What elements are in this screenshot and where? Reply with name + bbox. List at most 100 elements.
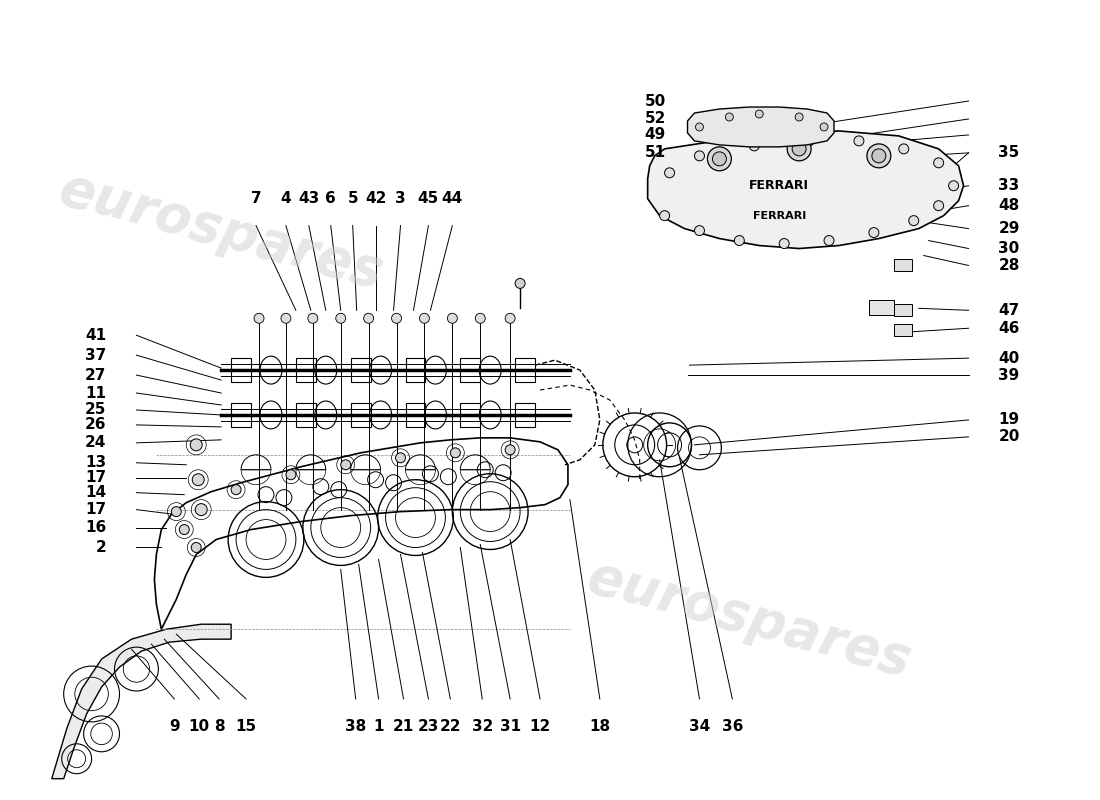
Circle shape xyxy=(821,123,828,131)
Circle shape xyxy=(191,542,201,553)
Polygon shape xyxy=(688,107,834,147)
Circle shape xyxy=(254,314,264,323)
Text: 2: 2 xyxy=(96,540,107,555)
Circle shape xyxy=(788,137,811,161)
Circle shape xyxy=(934,158,944,168)
Text: 37: 37 xyxy=(86,348,107,362)
Circle shape xyxy=(336,314,345,323)
Text: 7: 7 xyxy=(251,190,262,206)
Circle shape xyxy=(195,504,207,515)
Text: 42: 42 xyxy=(365,190,386,206)
Text: 24: 24 xyxy=(85,435,107,450)
Text: 48: 48 xyxy=(999,198,1020,213)
Text: 52: 52 xyxy=(645,111,665,126)
Circle shape xyxy=(735,235,745,246)
Circle shape xyxy=(192,474,205,486)
FancyBboxPatch shape xyxy=(894,304,912,316)
Circle shape xyxy=(505,445,515,455)
Text: 17: 17 xyxy=(86,502,107,517)
Circle shape xyxy=(190,439,202,451)
Text: 23: 23 xyxy=(418,719,439,734)
Circle shape xyxy=(694,226,704,235)
Circle shape xyxy=(280,314,290,323)
Text: 50: 50 xyxy=(645,94,665,109)
Text: 19: 19 xyxy=(999,413,1020,427)
Text: FERRARI: FERRARI xyxy=(752,210,806,221)
Text: 28: 28 xyxy=(999,258,1020,273)
Circle shape xyxy=(804,136,814,146)
Circle shape xyxy=(364,314,374,323)
Circle shape xyxy=(695,123,704,131)
Circle shape xyxy=(664,168,674,178)
Circle shape xyxy=(505,314,515,323)
Text: 40: 40 xyxy=(999,350,1020,366)
Text: 18: 18 xyxy=(590,719,610,734)
Circle shape xyxy=(450,448,460,458)
Text: 30: 30 xyxy=(999,241,1020,256)
Circle shape xyxy=(795,113,803,121)
FancyBboxPatch shape xyxy=(869,300,894,315)
Polygon shape xyxy=(52,624,231,778)
Text: 13: 13 xyxy=(86,455,107,470)
Circle shape xyxy=(448,314,458,323)
Polygon shape xyxy=(648,131,964,249)
Circle shape xyxy=(172,506,182,517)
Text: 39: 39 xyxy=(999,367,1020,382)
Text: eurospares: eurospares xyxy=(54,162,389,299)
Text: 44: 44 xyxy=(442,190,463,206)
Text: 49: 49 xyxy=(645,127,665,142)
Text: 34: 34 xyxy=(689,719,711,734)
FancyBboxPatch shape xyxy=(894,324,912,336)
Circle shape xyxy=(824,235,834,246)
Text: 15: 15 xyxy=(235,719,256,734)
Text: 22: 22 xyxy=(440,719,461,734)
Circle shape xyxy=(475,314,485,323)
Text: 17: 17 xyxy=(86,470,107,486)
Text: 45: 45 xyxy=(418,190,439,206)
Text: 5: 5 xyxy=(348,190,358,206)
Circle shape xyxy=(707,147,732,170)
Circle shape xyxy=(948,181,958,190)
Circle shape xyxy=(725,113,734,121)
Text: 20: 20 xyxy=(999,430,1020,444)
Text: 6: 6 xyxy=(326,190,337,206)
Circle shape xyxy=(396,453,406,462)
Text: 4: 4 xyxy=(280,190,292,206)
Text: 12: 12 xyxy=(529,719,551,734)
Text: 10: 10 xyxy=(189,719,210,734)
Text: 27: 27 xyxy=(85,367,107,382)
Text: 36: 36 xyxy=(722,719,744,734)
Text: 35: 35 xyxy=(999,146,1020,160)
Text: 46: 46 xyxy=(999,321,1020,336)
Text: 41: 41 xyxy=(86,328,107,342)
Circle shape xyxy=(694,151,704,161)
Text: 8: 8 xyxy=(213,719,224,734)
Circle shape xyxy=(899,144,909,154)
Circle shape xyxy=(660,210,670,221)
Text: 1: 1 xyxy=(373,719,384,734)
Text: FERRARI: FERRARI xyxy=(749,179,810,192)
Circle shape xyxy=(749,141,759,151)
Text: 31: 31 xyxy=(499,719,520,734)
Text: 16: 16 xyxy=(86,520,107,535)
Circle shape xyxy=(872,149,886,163)
Text: 26: 26 xyxy=(85,418,107,433)
FancyBboxPatch shape xyxy=(894,259,912,271)
Circle shape xyxy=(934,201,944,210)
Text: 29: 29 xyxy=(999,221,1020,236)
Text: 38: 38 xyxy=(345,719,366,734)
Text: 47: 47 xyxy=(999,303,1020,318)
Circle shape xyxy=(909,216,918,226)
Text: 11: 11 xyxy=(86,386,107,401)
Circle shape xyxy=(869,228,879,238)
Circle shape xyxy=(231,485,241,494)
Circle shape xyxy=(341,460,351,470)
Circle shape xyxy=(419,314,429,323)
Circle shape xyxy=(713,152,726,166)
Text: 51: 51 xyxy=(645,146,665,160)
Circle shape xyxy=(179,525,189,534)
Circle shape xyxy=(756,110,763,118)
Text: 32: 32 xyxy=(472,719,493,734)
Circle shape xyxy=(308,314,318,323)
Circle shape xyxy=(515,278,525,288)
